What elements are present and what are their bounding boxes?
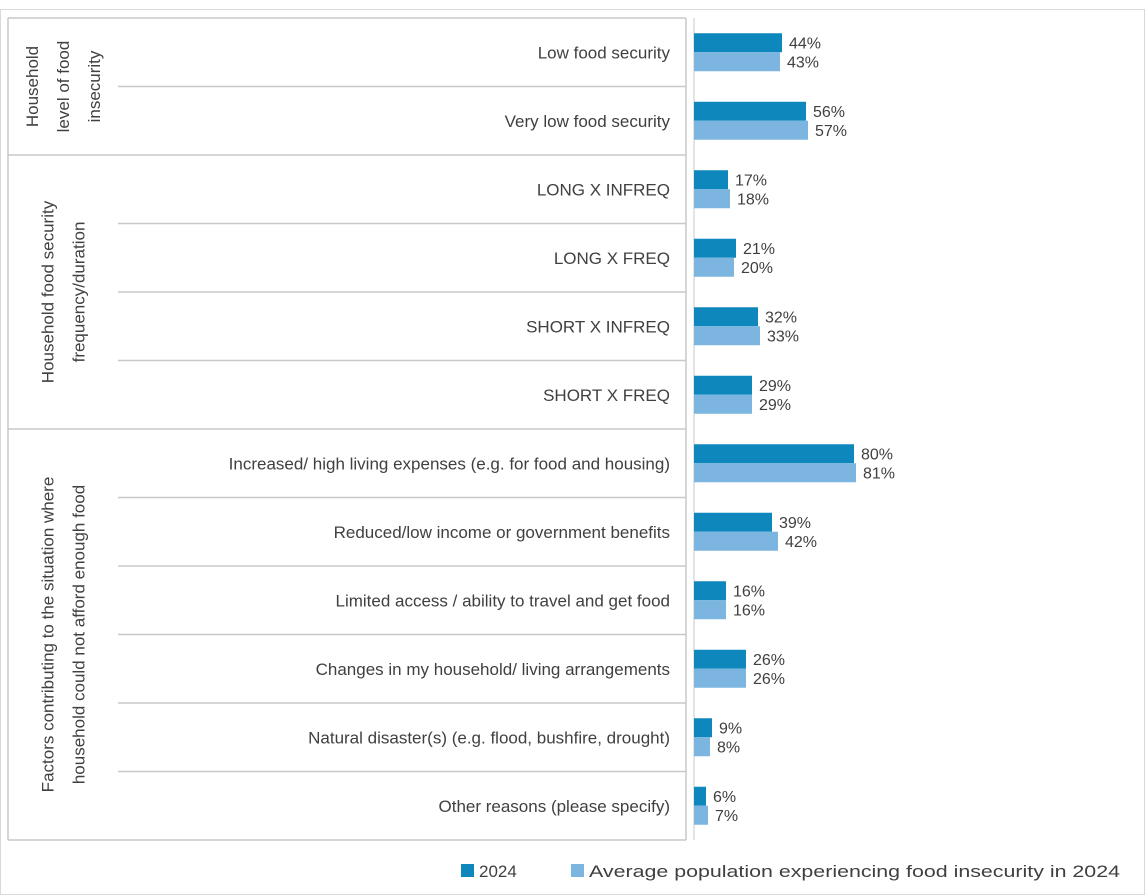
category-label: Low food security [538,43,671,62]
category-label: Very low food security [505,112,671,131]
category-label: SHORT X INFREQ [526,317,670,336]
category-label: Reduced/low income or government benefit… [334,523,670,542]
data-label: 26% [753,652,785,669]
category-label: Other reasons (please specify) [439,797,671,816]
data-labels: 44% 43% 56% 57% 17% 18% 21% 20% 32% 33% 29% 29% 80% 8… [713,35,895,825]
bar-average [694,805,708,825]
bar-average [694,668,746,688]
group-label-line: level of food [54,41,73,133]
data-label: 43% [787,54,819,71]
bar-average [694,52,780,72]
bar-2024 [694,307,758,327]
bar-2024 [694,649,746,669]
group-label-line: frequency/duration [70,222,89,363]
category-table-lines [7,17,695,841]
group-label-line: Factors contributing to the situation wh… [39,477,58,793]
bar-2024 [694,238,736,258]
bar-2024 [694,101,806,121]
legend: 2024 Average population experiencing food… [461,862,1120,881]
data-label: 8% [717,739,740,756]
bar-average [694,600,726,620]
legend-label-2024: 2024 [479,862,517,881]
group-labels: Household level of food insecurityHousehol… [23,41,104,793]
chart-outer-border [0,9,1145,895]
bar-average [694,257,734,277]
group-label: Household level of food insecurity [23,41,104,133]
data-label: 20% [741,260,773,277]
bar-2024 [694,444,854,464]
legend-label-average: Average population experiencing food ins… [589,862,1120,881]
bar-2024 [694,718,712,738]
category-label: SHORT X FREQ [543,386,670,405]
bars [694,33,856,825]
bar-2024 [694,512,772,532]
bar-average [694,189,730,209]
data-label: 44% [789,35,821,52]
category-label: LONG X INFREQ [537,180,670,199]
bar-2024 [694,33,782,53]
bar-2024 [694,375,752,395]
bar-average [694,326,760,346]
group-label: Factors contributing to the situation wh… [39,477,89,793]
category-label: LONG X FREQ [554,249,670,268]
data-label: 16% [733,602,765,619]
data-label: 21% [743,241,775,258]
bar-2024 [694,170,728,190]
bar-average [694,463,856,483]
category-label: Increased/ high living expenses (e.g. fo… [229,454,670,473]
bar-average [694,531,778,551]
bar-average [694,394,752,414]
data-label: 81% [863,465,895,482]
data-label: 39% [779,515,811,532]
data-label: 29% [759,397,791,414]
category-label: Changes in my household/ living arrangem… [316,660,670,679]
data-label: 42% [785,534,817,551]
category-label: Natural disaster(s) (e.g. flood, bushfir… [308,728,670,747]
category-label: Limited access / ability to travel and g… [335,591,670,610]
data-label: 26% [753,671,785,688]
data-label: 18% [737,191,769,208]
data-label: 33% [767,328,799,345]
legend-swatch-average [571,864,584,877]
data-label: 29% [759,378,791,395]
group-label-line: insecurity [85,50,104,122]
category-labels: Low food security Very low food security L… [229,43,671,816]
data-label: 32% [765,309,797,326]
data-label: 57% [815,123,847,140]
data-label: 17% [735,172,767,189]
bar-2024 [694,581,726,601]
data-label: 7% [715,808,738,825]
group-label-line: household could not afford enough food [70,485,89,784]
data-label: 56% [813,104,845,121]
group-label-line: Household [23,46,42,127]
legend-swatch-2024 [461,864,474,877]
bar-average [694,120,808,140]
group-label: Household food security frequency/duratio… [39,200,89,383]
data-label: 6% [713,789,736,806]
bar-average [694,737,710,757]
data-label: 16% [733,583,765,600]
bar-2024 [694,786,706,806]
data-label: 9% [719,720,742,737]
group-label-line: Household food security [39,200,58,383]
data-label: 80% [861,446,893,463]
